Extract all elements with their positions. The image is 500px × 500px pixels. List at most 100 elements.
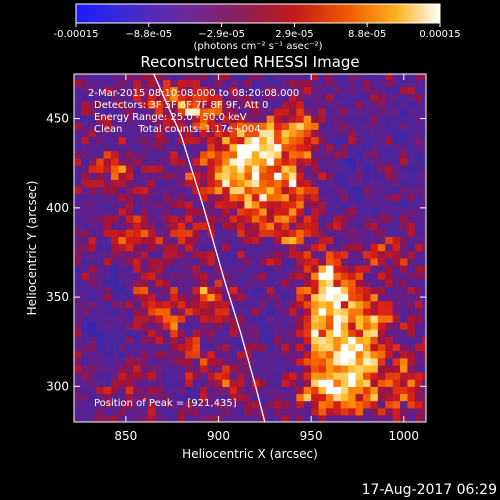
heatmap-cell (148, 264, 157, 273)
heatmap-cell (177, 143, 186, 152)
heatmap-cell (96, 386, 105, 395)
heatmap-cell (355, 222, 364, 230)
x-tick-label: 900 (207, 429, 230, 443)
heatmap-cell (88, 314, 97, 323)
heatmap-cell (118, 364, 127, 373)
heatmap-cell (333, 379, 342, 387)
heatmap-cell (103, 257, 112, 266)
heatmap-cell (162, 79, 171, 88)
heatmap-cell (244, 243, 253, 252)
heatmap-cell (288, 236, 297, 245)
heatmap-cell (96, 74, 105, 80)
heatmap-cell (340, 286, 349, 295)
heatmap-cell (170, 207, 179, 216)
heatmap-cell (355, 250, 364, 259)
heatmap-cell (237, 172, 246, 180)
heatmap-cell (222, 193, 231, 202)
heatmap-cell (81, 264, 90, 273)
heatmap-cell (274, 350, 283, 359)
heatmap-cell (414, 179, 423, 188)
heatmap-cell (207, 279, 216, 287)
heatmap-cell (281, 329, 290, 337)
heatmap-cell (222, 129, 231, 138)
heatmap-cell (185, 343, 194, 352)
heatmap-cell (318, 336, 327, 345)
heatmap-cell (192, 236, 201, 245)
heatmap-cell (355, 286, 364, 295)
heatmap-cell (422, 257, 426, 266)
heatmap-cell (274, 286, 283, 295)
heatmap-cell (303, 386, 312, 395)
heatmap-cell (81, 107, 90, 116)
heatmap-cell (81, 150, 90, 159)
heatmap-cell (74, 229, 83, 237)
heatmap-cell (407, 329, 416, 337)
heatmap-cell (185, 207, 194, 216)
heatmap-cell (281, 86, 290, 95)
heatmap-cell (348, 136, 357, 145)
heatmap-cell (414, 279, 423, 287)
heatmap-cell (222, 293, 231, 302)
heatmap-cell (355, 364, 364, 373)
heatmap-cell (348, 393, 357, 402)
heatmap-cell (111, 250, 120, 259)
heatmap-cell (118, 86, 127, 95)
heatmap-cell (74, 393, 83, 402)
heatmap-cell (392, 107, 401, 116)
heatmap-cell (185, 74, 194, 80)
heatmap-cell (340, 179, 349, 188)
heatmap-cell (333, 372, 342, 380)
heatmap-cell (414, 207, 423, 216)
heatmap-cell (155, 250, 164, 259)
heatmap-cell (162, 222, 171, 230)
heatmap-cell (103, 414, 112, 422)
heatmap-cell (155, 329, 164, 337)
heatmap-cell (155, 236, 164, 245)
heatmap-cell (125, 229, 134, 237)
heatmap-cell (392, 115, 401, 123)
heatmap-cell (237, 150, 246, 159)
heatmap-cell (422, 172, 426, 180)
heatmap-cell (377, 329, 386, 337)
heatmap-cell (207, 272, 216, 280)
heatmap-cell (185, 307, 194, 316)
heatmap-cell (81, 122, 90, 130)
heatmap-cell (222, 286, 231, 295)
heatmap-cell (407, 186, 416, 195)
heatmap-cell (288, 200, 297, 209)
heatmap-cell (318, 293, 327, 302)
heatmap-cell (125, 364, 134, 373)
heatmap-cell (370, 314, 379, 323)
heatmap-cell (377, 93, 386, 102)
heatmap-cell (155, 343, 164, 352)
heatmap-cell (103, 350, 112, 359)
heatmap-cell (192, 222, 201, 230)
heatmap-cell (88, 307, 97, 316)
heatmap-cell (355, 79, 364, 88)
heatmap-cell (81, 207, 90, 216)
heatmap-cell (355, 172, 364, 180)
heatmap-cell (281, 129, 290, 138)
heatmap-cell (259, 165, 268, 173)
heatmap-cell (148, 379, 157, 387)
heatmap-cell (414, 229, 423, 237)
heatmap-cell (363, 286, 372, 295)
heatmap-cell (111, 336, 120, 345)
heatmap (74, 74, 426, 422)
heatmap-cell (199, 293, 208, 302)
heatmap-cell (111, 107, 120, 116)
heatmap-cell (170, 107, 179, 116)
heatmap-cell (325, 129, 334, 138)
heatmap-cell (125, 207, 134, 216)
heatmap-cell (407, 115, 416, 123)
heatmap-cell (155, 214, 164, 223)
heatmap-cell (318, 122, 327, 130)
heatmap-cell (340, 129, 349, 138)
heatmap-cell (207, 343, 216, 352)
heatmap-cell (140, 222, 149, 230)
heatmap-cell (296, 250, 305, 259)
heatmap-cell (185, 257, 194, 266)
heatmap-cell (325, 79, 334, 88)
heatmap-cell (400, 250, 409, 259)
heatmap-cell (348, 264, 357, 273)
